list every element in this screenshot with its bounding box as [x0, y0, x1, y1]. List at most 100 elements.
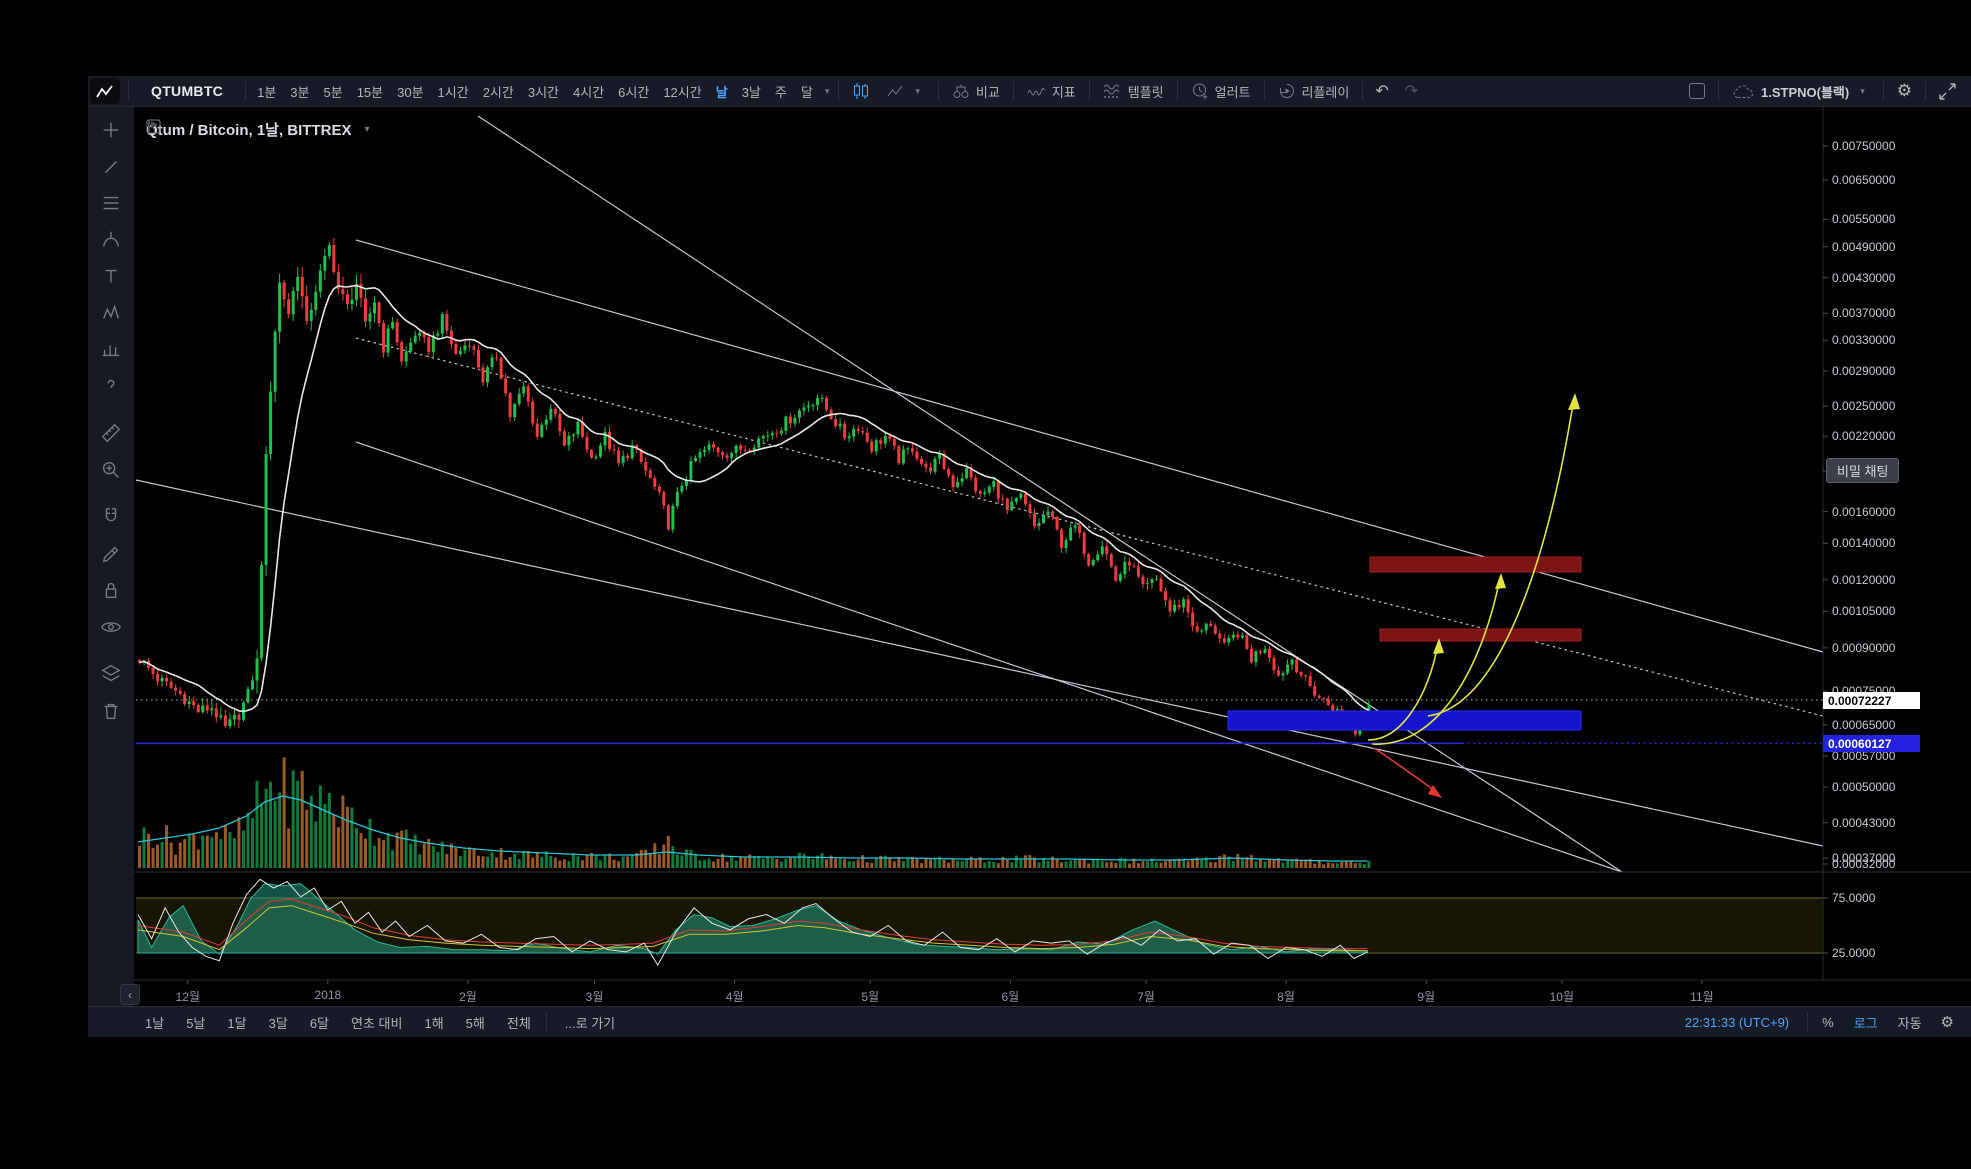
app-logo-button[interactable] — [90, 78, 120, 104]
interval-button-3날[interactable]: 3날 — [741, 84, 761, 100]
percent-scale-button[interactable]: % — [1822, 1014, 1834, 1030]
price-tick-label: 0.00430000 — [1832, 270, 1896, 285]
crosshair-tool[interactable] — [93, 115, 129, 145]
annotation-arrows[interactable] — [1367, 393, 1580, 798]
alert-button[interactable]: 얼러트 — [1182, 76, 1260, 106]
range-button-1해[interactable]: 1해 — [424, 1015, 444, 1031]
trend-line-tool[interactable] — [93, 152, 129, 182]
time-tick-label: 10월 — [1549, 990, 1574, 1004]
auto-scale-button[interactable]: 자동 — [1897, 1015, 1922, 1031]
price-tick-label: 0.00105000 — [1832, 604, 1896, 619]
interval-button-30분[interactable]: 30분 — [397, 84, 424, 100]
object-tree-tool[interactable] — [93, 659, 129, 689]
time-tick-label: 8월 — [1277, 990, 1295, 1004]
interval-button-주[interactable]: 주 — [774, 84, 787, 100]
volume-series — [138, 757, 1371, 868]
time-tick-label: 2월 — [459, 990, 477, 1004]
text-tool[interactable] — [93, 261, 129, 291]
divider — [1263, 81, 1265, 101]
range-button-6달[interactable]: 6달 — [309, 1015, 330, 1031]
interval-button-6시간[interactable]: 6시간 — [618, 84, 650, 100]
range-button-1달[interactable]: 1달 — [227, 1015, 247, 1031]
trend-line-icon — [105, 160, 117, 173]
settings-gear-icon[interactable]: ⚙ — [1896, 81, 1912, 100]
replay-button[interactable]: 리플레이 — [1269, 76, 1359, 106]
ma-line — [139, 284, 1370, 713]
compare-label: 비교 — [975, 84, 1000, 100]
fullscreen-button[interactable] — [1930, 76, 1965, 106]
templates-button[interactable]: 템플릿 — [1094, 76, 1173, 106]
secret-chat-badge[interactable]: 비밀 채팅 — [1826, 458, 1900, 483]
lock-all-tool[interactable] — [93, 575, 129, 605]
interval-button-2시간[interactable]: 2시간 — [482, 84, 514, 100]
resistance-box[interactable] — [1379, 628, 1582, 642]
remove-all-tool[interactable] — [93, 696, 129, 726]
undo-button[interactable]: ↶ — [1375, 83, 1389, 100]
interval-button-날[interactable]: 날 — [715, 84, 728, 100]
goto-date-button[interactable]: ...로 가기 — [564, 1015, 616, 1031]
interval-button-12시간[interactable]: 12시간 — [663, 84, 702, 100]
interval-button-15분[interactable]: 15분 — [356, 84, 384, 100]
range-button-5해[interactable]: 5해 — [465, 1015, 485, 1031]
indicator-white-line — [137, 878, 1368, 967]
price-tick-label: 0.00370000 — [1832, 306, 1896, 321]
range-button-전체[interactable]: 전체 — [506, 1015, 531, 1031]
divider — [937, 81, 939, 101]
chevron-down-icon[interactable]: ▾ — [824, 85, 830, 96]
measure-tool[interactable] — [93, 418, 129, 448]
chart-style-line-button[interactable]: ▾ — [878, 76, 934, 106]
interval-button-4시간[interactable]: 4시간 — [573, 84, 605, 100]
interval-button-3분[interactable]: 3분 — [290, 84, 310, 100]
zoom-in-icon — [103, 461, 119, 478]
xabcd-pattern-tool[interactable] — [93, 298, 129, 328]
range-button-5날[interactable]: 5날 — [186, 1015, 206, 1031]
trendlines[interactable] — [135, 115, 1824, 873]
chart-area[interactable]: Qtum / Bitcoin, 1날, BITTREX ▾ 비밀 채팅 0.00… — [134, 107, 1971, 1006]
resistance-box[interactable] — [1369, 556, 1582, 573]
chevron-down-icon[interactable]: ▾ — [364, 124, 370, 135]
chart-title-text: Qtum / Bitcoin, 1날, BITTREX — [146, 122, 352, 139]
axis-settings-gear-icon[interactable]: ⚙ — [1940, 1014, 1954, 1031]
cloud-layout-button[interactable]: 1.STPNO(블랙) ▾ — [1723, 76, 1879, 106]
divider — [838, 81, 840, 101]
chart-canvas[interactable] — [134, 107, 1971, 1006]
chart-legend[interactable]: Qtum / Bitcoin, 1날, BITTREX ▾ — [146, 119, 375, 140]
interval-button-group: 1분 3분 5분 15분 30분 1시간 2시간 3시간 4시간 6시간 12시간 날 3날 주 달 — [250, 82, 820, 101]
select-layout-button[interactable] — [1680, 76, 1714, 106]
range-button-연초 대비[interactable]: 연초 대비 — [351, 1015, 403, 1031]
price-tick-label: 0.00032000 — [1832, 857, 1896, 871]
price-tick-label: 0.00290000 — [1832, 363, 1896, 378]
interval-button-1분[interactable]: 1분 — [257, 84, 277, 100]
chart-style-candles-button[interactable] — [843, 76, 878, 106]
range-button-3달[interactable]: 3달 — [268, 1015, 288, 1031]
flag-icon[interactable] — [146, 119, 159, 134]
price-tick-label: 0.00120000 — [1832, 572, 1896, 587]
range-button-1날[interactable]: 1날 — [145, 1015, 165, 1031]
compare-button[interactable]: 비교 — [943, 76, 1009, 106]
clock-label[interactable]: 22:31:33 (UTC+9) — [1684, 1014, 1790, 1030]
price-tick-label: 0.00090000 — [1832, 640, 1896, 655]
zoom-in-tool[interactable] — [93, 455, 129, 485]
drawing-lock-tool[interactable] — [93, 539, 129, 569]
pitchfork-tool[interactable] — [93, 225, 129, 255]
interval-button-5분[interactable]: 5분 — [323, 84, 343, 100]
question-tool[interactable] — [93, 371, 129, 401]
price-tick-label: 0.00160000 — [1832, 504, 1896, 519]
hide-all-tool[interactable] — [93, 612, 129, 642]
interval-button-1시간[interactable]: 1시간 — [437, 84, 469, 100]
fib-retracement-tool[interactable] — [93, 188, 129, 218]
redo-button[interactable]: ↷ — [1404, 83, 1419, 100]
forecast-tool[interactable] — [93, 334, 129, 364]
symbol-button[interactable]: QTUMBTC — [151, 83, 224, 99]
time-tick-label: 6월 — [1001, 990, 1020, 1004]
magnet-tool[interactable] — [93, 502, 129, 532]
volume-ma-line — [137, 795, 1368, 862]
divider — [545, 1012, 547, 1032]
price-tick-label: 0.00050000 — [1832, 779, 1896, 794]
interval-button-3시간[interactable]: 3시간 — [527, 84, 560, 100]
interval-button-달[interactable]: 달 — [800, 84, 813, 100]
log-scale-button[interactable]: 로그 — [1853, 1015, 1878, 1031]
indicators-button[interactable]: 지표 — [1018, 76, 1085, 106]
scroll-left-button[interactable]: ‹ — [120, 984, 140, 1005]
divider — [1012, 81, 1014, 101]
